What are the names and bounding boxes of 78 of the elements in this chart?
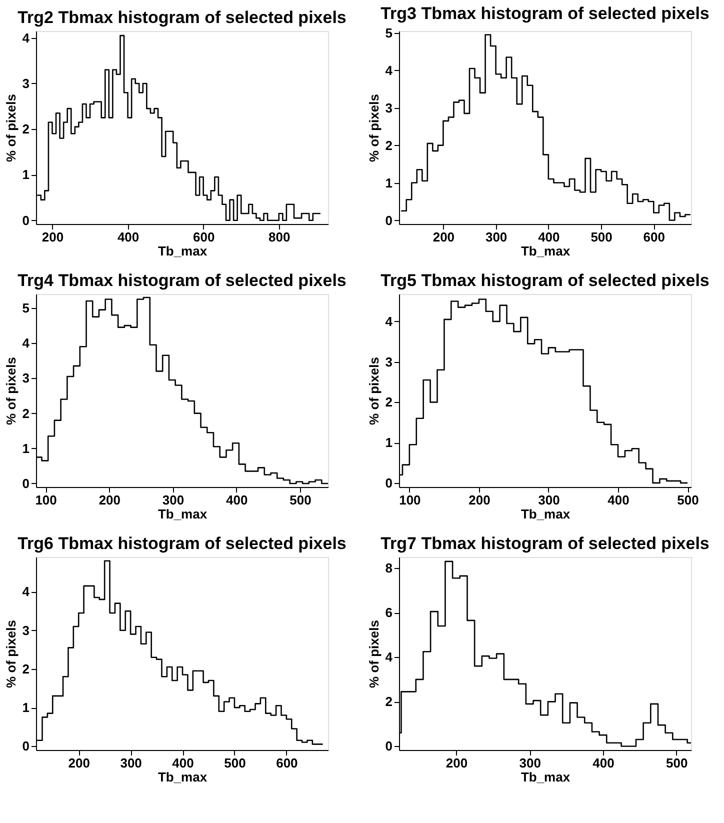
y-tick-label: 2 — [22, 122, 30, 137]
y-tick-label: 1 — [385, 175, 392, 190]
y-tick-label: 0 — [385, 738, 392, 754]
y-tick-label: 5 — [385, 25, 392, 40]
y-tick-label: 1 — [22, 700, 30, 716]
y-axis-title: % of pixels — [3, 94, 18, 162]
x-tick-label: 200 — [42, 230, 64, 244]
y-tick-label: 1 — [22, 167, 30, 182]
x-tick-label: 100 — [35, 492, 57, 508]
y-tick-label: 5 — [22, 300, 30, 316]
x-axis-title: Tb_max — [158, 770, 208, 784]
x-tick-label: 400 — [226, 492, 248, 508]
x-axis-title: Tb_max — [158, 506, 208, 522]
x-tick-label: 400 — [592, 756, 614, 770]
y-tick-label: 4 — [22, 336, 30, 351]
x-tick-label: 300 — [120, 756, 142, 770]
x-tick-label: 800 — [268, 230, 290, 244]
y-tick-label: 3 — [385, 354, 392, 370]
x-tick-label: 100 — [399, 492, 421, 508]
y-tick-label: 0 — [385, 475, 392, 490]
y-tick-label: 3 — [22, 76, 30, 91]
chart-title: Trg4 Tbmax histogram of selected pixels — [18, 271, 346, 290]
chart-title: Trg7 Tbmax histogram of selected pixels — [380, 534, 710, 553]
y-tick-label: 4 — [22, 584, 30, 600]
x-tick-label: 600 — [192, 230, 215, 244]
x-axis-title: Tb_max — [520, 506, 571, 522]
x-tick-label: 200 — [432, 230, 455, 244]
x-tick-label: 300 — [538, 492, 560, 508]
y-axis-title: % of pixels — [366, 620, 382, 688]
x-tick-label: 200 — [446, 756, 468, 770]
x-tick-label: 200 — [98, 492, 121, 508]
x-tick-label: 300 — [162, 492, 184, 508]
y-tick-label: 4 — [385, 314, 394, 329]
x-tick-label: 600 — [643, 230, 665, 244]
y-tick-label: 2 — [385, 138, 392, 153]
x-tick-label: 400 — [117, 230, 140, 244]
y-axis-title: % of pixels — [366, 357, 382, 425]
y-tick-label: 4 — [385, 650, 394, 665]
x-tick-label: 400 — [172, 756, 194, 770]
y-tick-label: 1 — [22, 440, 30, 456]
y-tick-label: 3 — [22, 370, 30, 386]
y-axis-title: % of pixels — [3, 357, 18, 425]
y-tick-label: 0 — [385, 212, 392, 228]
y-tick-label: 4 — [385, 62, 394, 78]
chart-title: Trg6 Tbmax histogram of selected pixels — [18, 534, 346, 553]
x-axis-title: Tb_max — [158, 244, 208, 258]
y-tick-label: 3 — [385, 100, 392, 116]
x-tick-label: 500 — [590, 230, 612, 244]
x-tick-label: 500 — [666, 756, 688, 770]
x-tick-label: 500 — [290, 492, 312, 508]
y-tick-label: 0 — [22, 738, 30, 754]
x-axis-title: Tb_max — [520, 244, 571, 258]
x-tick-label: 300 — [519, 756, 541, 770]
y-tick-label: 4 — [22, 30, 30, 46]
chart-title: Trg5 Tbmax histogram of selected pixels — [380, 271, 710, 290]
y-tick-label: 3 — [22, 622, 30, 638]
x-tick-label: 200 — [468, 492, 490, 508]
y-tick-label: 2 — [22, 406, 30, 421]
x-tick-label: 400 — [538, 230, 560, 244]
y-axis-title: % of pixels — [3, 620, 18, 688]
x-tick-label: 400 — [608, 492, 630, 508]
chart-title: Trg2 Tbmax histogram of selected pixels — [18, 8, 346, 27]
y-axis-title: % of pixels — [366, 94, 382, 162]
y-tick-label: 1 — [385, 435, 392, 450]
x-axis-title: Tb_max — [520, 770, 571, 784]
x-tick-label: 600 — [276, 756, 298, 770]
y-tick-label: 2 — [385, 694, 392, 710]
x-tick-label: 500 — [224, 756, 246, 770]
x-tick-label: 200 — [68, 756, 90, 770]
y-tick-label: 8 — [385, 560, 392, 576]
x-tick-label: 500 — [677, 492, 699, 508]
y-tick-label: 6 — [385, 605, 392, 620]
chart-title: Trg3 Tbmax histogram of selected pixels — [380, 4, 710, 23]
x-tick-label: 300 — [485, 230, 508, 244]
y-tick-label: 2 — [385, 394, 392, 410]
y-tick-label: 2 — [22, 661, 30, 676]
y-tick-label: 0 — [22, 212, 30, 228]
y-tick-label: 0 — [22, 476, 30, 491]
